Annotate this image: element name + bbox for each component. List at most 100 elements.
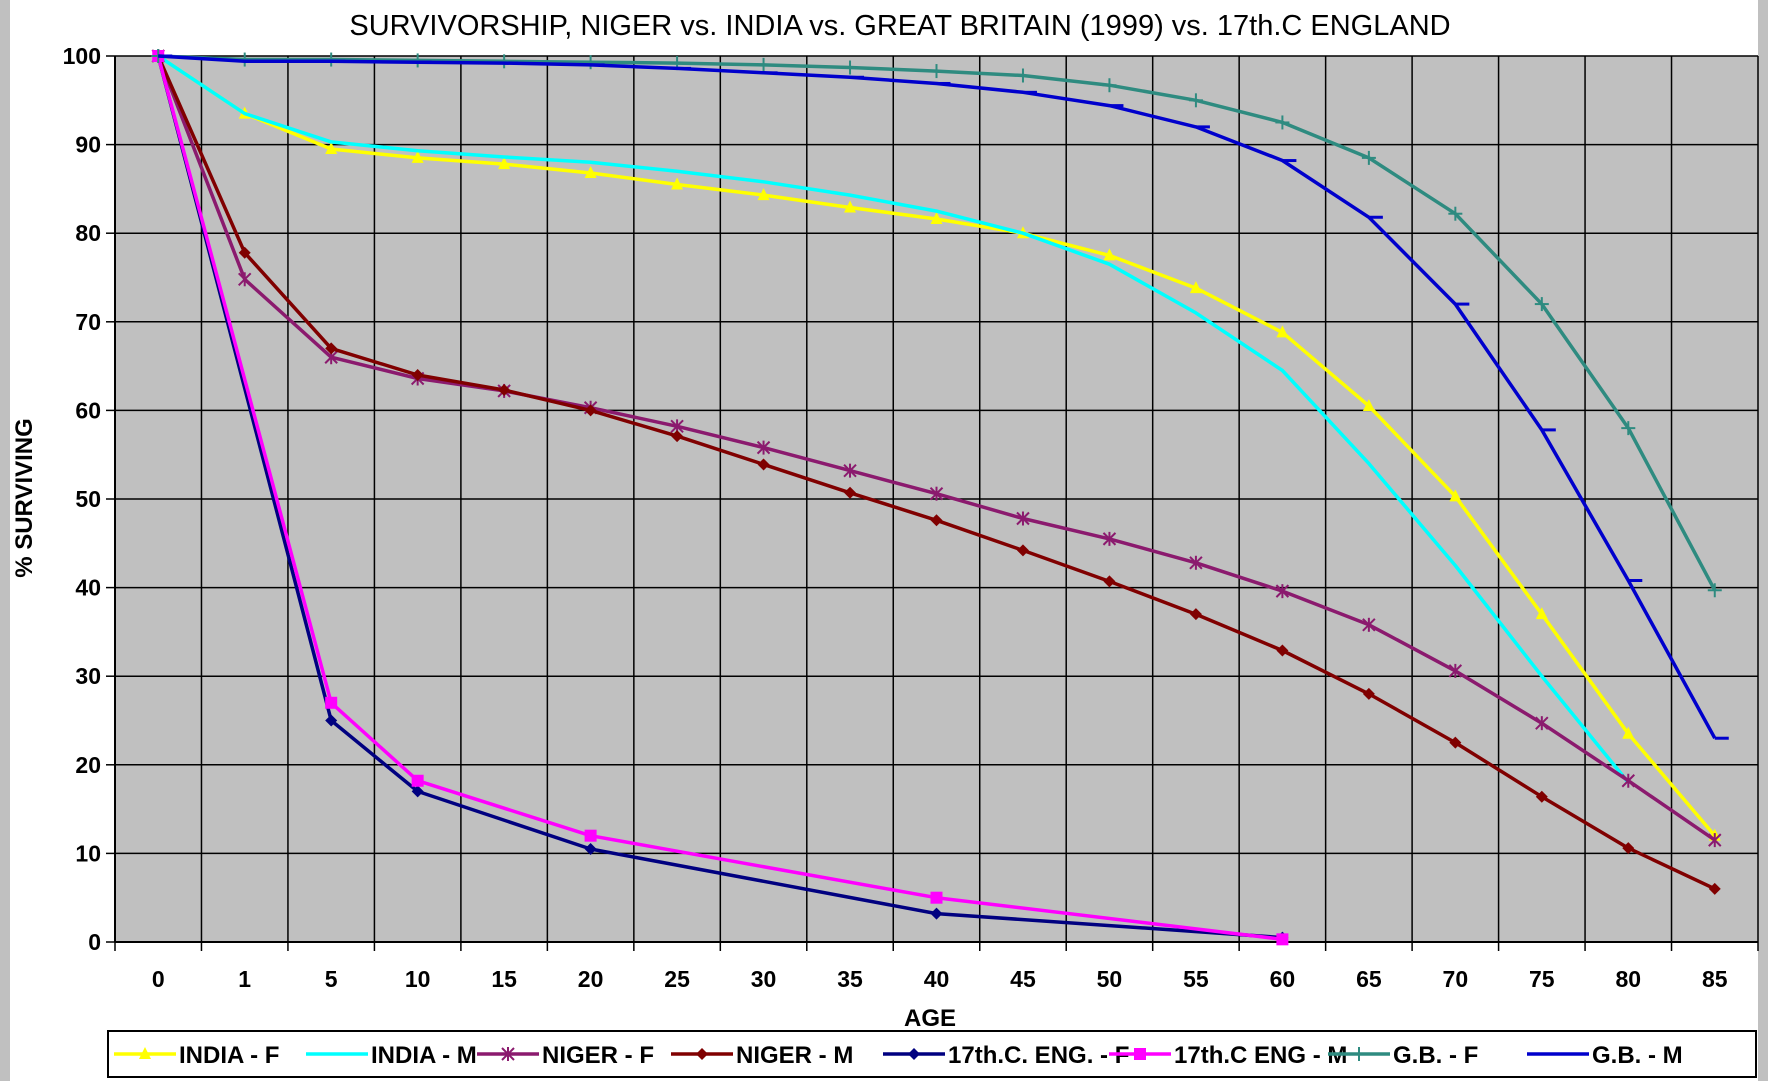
legend-item: G.B. - F: [1328, 1042, 1478, 1069]
data-point-marker: [1362, 687, 1375, 700]
data-point-marker: [843, 463, 857, 478]
x-tick-label: 45: [1010, 966, 1036, 992]
data-point-marker: [696, 1048, 708, 1060]
legend-item: INDIA - F: [114, 1042, 279, 1069]
y-tick-label: 0: [88, 929, 101, 955]
data-point-marker: [498, 157, 511, 170]
data-point-marker: [1134, 1048, 1146, 1060]
data-point-marker: [1622, 842, 1635, 855]
data-point-marker: [1535, 790, 1548, 803]
data-point-marker: [1361, 150, 1376, 165]
legend-label: INDIA - M: [371, 1042, 477, 1069]
data-point-marker: [139, 1047, 151, 1059]
data-point-marker: [1276, 325, 1289, 338]
x-tick-label: 60: [1270, 966, 1296, 992]
data-point-marker: [1621, 773, 1635, 788]
data-point-marker: [501, 1047, 515, 1061]
y-tick-label: 80: [75, 220, 101, 246]
data-point-marker: [498, 384, 511, 397]
data-point-marker: [1275, 584, 1290, 599]
series-4: [152, 50, 1289, 944]
series-1: [157, 54, 1630, 784]
data-point-marker: [411, 774, 424, 787]
data-point-marker: [1276, 644, 1289, 657]
data-point-marker: [1448, 206, 1463, 221]
x-tick-label: 15: [491, 966, 517, 992]
data-point-marker: [757, 188, 770, 201]
data-point-marker: [238, 246, 251, 259]
x-tick-label: 25: [664, 966, 690, 992]
series-5: [152, 50, 1289, 946]
data-point-marker: [757, 458, 770, 471]
data-point-marker: [1708, 882, 1721, 895]
x-tick-label: 65: [1356, 966, 1382, 992]
legend-item: INDIA - M: [306, 1042, 477, 1069]
data-point-marker: [844, 486, 857, 499]
legend-label: G.B. - M: [1592, 1042, 1683, 1069]
data-point-marker: [1189, 281, 1202, 294]
x-tick-label: 5: [325, 966, 338, 992]
data-point-marker: [1362, 398, 1375, 411]
legend-label: INDIA - F: [179, 1042, 279, 1069]
data-point-marker: [844, 200, 857, 213]
series-6: [151, 49, 1722, 598]
data-point-marker: [843, 60, 858, 75]
data-point-marker: [1188, 93, 1203, 108]
legend-label: 17th.C ENG - M: [1174, 1042, 1347, 1069]
x-tick-label: 85: [1702, 966, 1728, 992]
y-tick-label: 30: [75, 663, 101, 689]
data-point-marker: [411, 785, 424, 798]
data-point-marker: [1362, 617, 1376, 632]
data-point-marker: [584, 829, 597, 842]
data-point-marker: [929, 64, 944, 79]
series-3: [152, 50, 1721, 895]
legend-label: NIGER - M: [736, 1042, 853, 1069]
chart-title: SURVIVORSHIP, NIGER vs. INDIA vs. GREAT …: [349, 10, 1450, 42]
legend: INDIA - F INDIA - M NIGER - F NIGER - M 17th…: [107, 1030, 1757, 1078]
x-tick-label: 50: [1097, 966, 1123, 992]
data-point-marker: [1535, 607, 1548, 620]
data-point-marker: [671, 177, 684, 190]
data-point-marker: [1276, 933, 1289, 946]
legend-label: G.B. - F: [1393, 1042, 1478, 1069]
right-frame-strip: [1758, 0, 1768, 1081]
data-point-marker: [930, 891, 943, 904]
data-point-marker: [411, 368, 424, 381]
data-point-marker: [1535, 716, 1549, 731]
data-point-marker: [1449, 736, 1462, 749]
data-point-marker: [1352, 1047, 1366, 1061]
data-point-marker: [1015, 68, 1030, 83]
data-point-marker: [325, 714, 338, 727]
y-tick-label: 60: [75, 397, 101, 423]
gridlines: [115, 55, 1759, 942]
data-point-marker: [1189, 608, 1202, 621]
legend-label: NIGER - F: [542, 1042, 654, 1069]
x-axis-title: AGE: [904, 1005, 956, 1032]
data-point-marker: [1102, 531, 1117, 546]
series-layer: [151, 49, 1729, 946]
legend-item: 17th.C ENG - M: [1109, 1042, 1347, 1069]
data-point-marker: [324, 52, 339, 67]
y-tick-label: 100: [63, 43, 101, 69]
data-point-marker: [325, 142, 338, 155]
y-tick-label: 10: [75, 840, 101, 866]
data-point-marker: [1016, 544, 1029, 557]
y-tick-label: 90: [75, 132, 101, 158]
data-point-marker: [1189, 555, 1203, 570]
y-tick-label: 70: [75, 309, 101, 335]
x-tick-label: 0: [152, 966, 165, 992]
x-tick-label: 75: [1529, 966, 1555, 992]
x-tick-label: 10: [405, 966, 431, 992]
data-point-marker: [1103, 248, 1116, 261]
legend-item: NIGER - F: [477, 1042, 654, 1069]
data-point-marker: [583, 55, 598, 70]
data-point-marker: [930, 212, 943, 225]
data-point-marker: [1534, 297, 1549, 312]
series-line: [157, 54, 1630, 784]
y-axis-title: % SURVIVING: [11, 418, 38, 578]
y-tick-label: 50: [75, 486, 101, 512]
legend-label: 17th.C. ENG. - F: [948, 1042, 1129, 1069]
data-point-marker: [908, 1048, 920, 1060]
